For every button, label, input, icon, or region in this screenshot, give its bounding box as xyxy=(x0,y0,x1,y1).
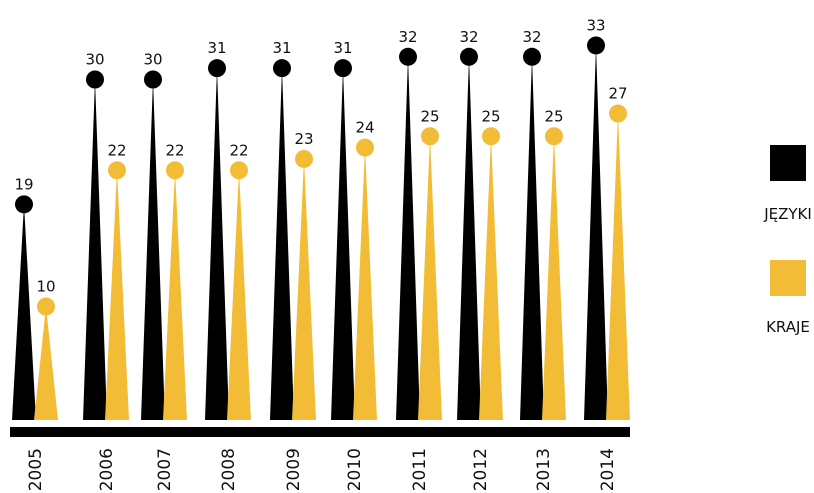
spike-jezyki-2012 xyxy=(457,56,481,421)
spike-jezyki-2006 xyxy=(83,79,107,420)
spike-kraje-2012 xyxy=(479,136,503,420)
dot-kraje-2013 xyxy=(545,127,563,146)
dot-kraje-2012 xyxy=(482,127,500,146)
dot-jezyki-2006 xyxy=(86,70,104,89)
spike-kraje-2011 xyxy=(418,136,442,420)
x-tick-2008: 2008 xyxy=(219,448,239,491)
x-tick-2014: 2014 xyxy=(598,448,618,491)
legend-label-jezyki: JĘZYKI xyxy=(763,205,812,223)
value-label-kraje-2013: 25 xyxy=(544,107,563,125)
value-label-kraje-2008: 22 xyxy=(229,141,248,159)
spike-jezyki-2010 xyxy=(331,68,355,421)
x-tick-2005: 2005 xyxy=(26,448,46,491)
value-label-kraje-2006: 22 xyxy=(107,141,126,159)
dot-kraje-2006 xyxy=(108,161,126,180)
spike-kraje-2014 xyxy=(606,113,630,421)
dot-jezyki-2013 xyxy=(523,47,541,66)
dot-jezyki-2005 xyxy=(15,195,33,214)
value-label-jezyki-2007: 30 xyxy=(143,51,162,69)
value-label-kraje-2007: 22 xyxy=(165,141,184,159)
spike-jezyki-2005 xyxy=(12,204,36,420)
spike-jezyki-2013 xyxy=(520,56,544,421)
dot-kraje-2010 xyxy=(356,138,374,157)
dot-kraje-2007 xyxy=(166,161,184,180)
legend-label-kraje: KRAJE xyxy=(766,318,810,336)
x-tick-2012: 2012 xyxy=(471,448,491,491)
dot-jezyki-2010 xyxy=(334,59,352,78)
dot-kraje-2011 xyxy=(421,127,439,146)
spike-kraje-2009 xyxy=(292,158,316,420)
spike-jezyki-2007 xyxy=(141,79,165,420)
legend-swatch-kraje xyxy=(770,260,806,296)
dot-jezyki-2009 xyxy=(273,59,291,78)
value-label-kraje-2009: 23 xyxy=(294,130,313,148)
value-label-kraje-2005: 10 xyxy=(36,278,55,296)
x-tick-2009: 2009 xyxy=(284,448,304,491)
value-label-jezyki-2014: 33 xyxy=(586,16,605,34)
x-tick-2010: 2010 xyxy=(345,448,365,491)
spike-jezyki-2008 xyxy=(205,68,229,421)
dot-jezyki-2011 xyxy=(399,47,417,66)
value-label-jezyki-2009: 31 xyxy=(272,39,291,57)
x-axis-ticks: 2005 2006 2007 2008 2009 2010 2011 2012 2013 2014 xyxy=(26,448,618,491)
value-label-jezyki-2013: 32 xyxy=(522,28,541,46)
value-label-jezyki-2012: 32 xyxy=(459,28,478,46)
dot-kraje-2008 xyxy=(230,161,248,180)
baseline-axis xyxy=(10,427,630,437)
value-label-kraje-2014: 27 xyxy=(608,85,627,103)
spike-jezyki-2011 xyxy=(396,56,420,421)
spike-kraje-2007 xyxy=(163,170,187,420)
spike-kraje-2006 xyxy=(105,170,129,420)
value-label-jezyki-2010: 31 xyxy=(333,39,352,57)
spike-jezyki-2009 xyxy=(270,68,294,421)
chart-marks: 19 10 30 22 30 22 31 22 31 23 31 24 32 25 32 25 32 25 33 27 xyxy=(12,16,630,421)
spike-kraje-2013 xyxy=(542,136,566,420)
dot-kraje-2014 xyxy=(609,104,627,123)
x-tick-2007: 2007 xyxy=(155,448,175,491)
value-label-jezyki-2008: 31 xyxy=(207,39,226,57)
value-label-kraje-2011: 25 xyxy=(420,107,439,125)
dot-kraje-2005 xyxy=(37,297,55,316)
value-label-jezyki-2006: 30 xyxy=(85,51,104,69)
legend-swatch-jezyki xyxy=(770,145,806,181)
spike-kraje-2005 xyxy=(34,306,58,420)
dot-jezyki-2008 xyxy=(208,59,226,78)
x-tick-2006: 2006 xyxy=(97,448,117,491)
spike-kraje-2010 xyxy=(353,147,377,420)
value-label-kraje-2012: 25 xyxy=(481,107,500,125)
dot-kraje-2009 xyxy=(295,149,313,168)
spike-jezyki-2014 xyxy=(584,45,608,420)
value-label-jezyki-2005: 19 xyxy=(14,175,33,193)
x-tick-2011: 2011 xyxy=(410,448,430,491)
value-label-kraje-2010: 24 xyxy=(355,119,374,137)
value-label-jezyki-2011: 32 xyxy=(398,28,417,46)
dot-jezyki-2012 xyxy=(460,47,478,66)
dot-jezyki-2007 xyxy=(144,70,162,89)
legend: JĘZYKI KRAJE xyxy=(763,145,812,336)
x-tick-2013: 2013 xyxy=(534,448,554,491)
dot-jezyki-2014 xyxy=(587,36,605,55)
spike-kraje-2008 xyxy=(227,170,251,420)
